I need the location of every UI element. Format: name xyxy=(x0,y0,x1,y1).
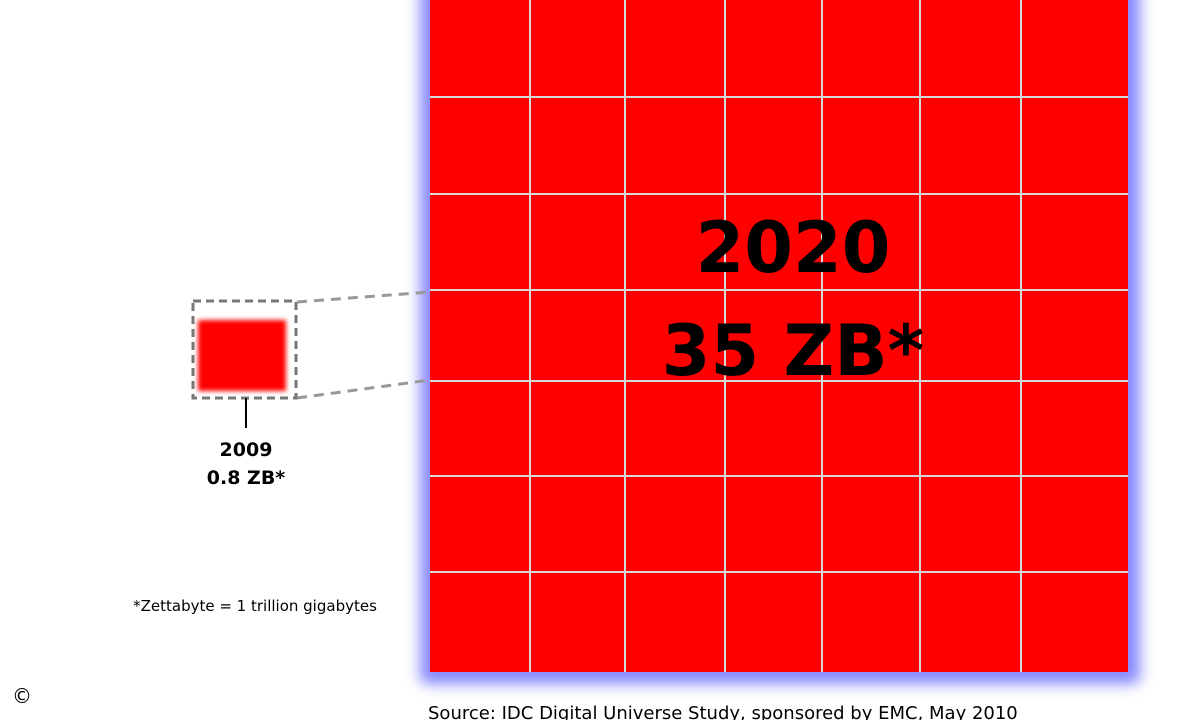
big-block-year-label: 2020 xyxy=(695,207,891,289)
copyright-icon: © xyxy=(12,684,32,708)
big-block-fill xyxy=(430,0,1128,672)
connector-line-bottom xyxy=(296,378,431,400)
small-block-value-label: 0.8 ZB* xyxy=(206,467,286,489)
source-caption: Source: IDC Digital Universe Study, spon… xyxy=(428,703,1018,720)
small-block-year-label: 2009 xyxy=(219,439,273,461)
big-block-2020 xyxy=(430,0,1128,672)
small-block-frame xyxy=(191,299,298,400)
small-block-2009 xyxy=(198,320,286,391)
footnote: *Zettabyte = 1 trillion gigabytes xyxy=(133,597,377,615)
big-block-value-label: 35 ZB* xyxy=(661,310,925,392)
big-block-grid xyxy=(430,0,1128,672)
connector-line-top xyxy=(296,290,431,304)
